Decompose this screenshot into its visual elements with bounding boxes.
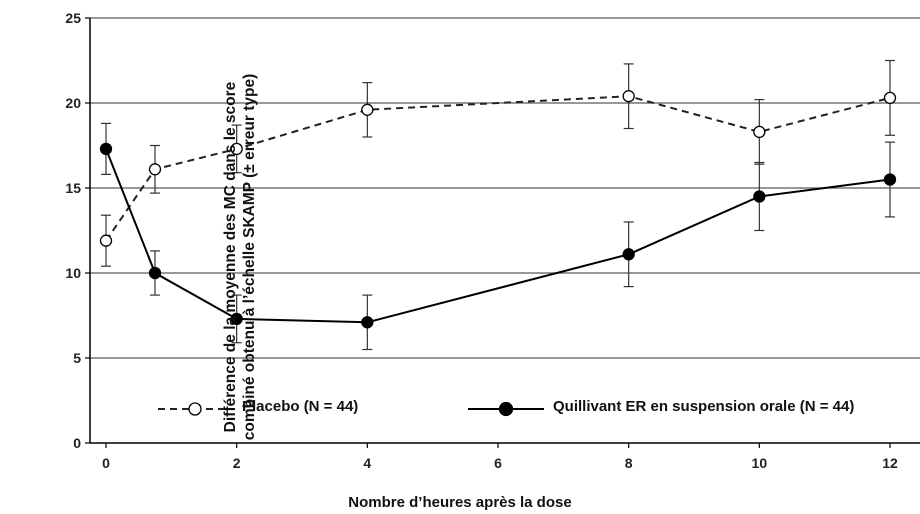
data-point-0-1 [148, 163, 162, 176]
y-tick-label-10: 10 [65, 265, 81, 281]
legend-marker-placebo [188, 402, 202, 416]
ticks: 0 5 10 15 20 25 0 2 4 6 8 10 12 [65, 10, 898, 471]
y-tick-label-5: 5 [73, 350, 81, 366]
legend-marker-quillivant [498, 401, 514, 417]
data-point-1-4 [622, 248, 635, 261]
legend-marks [158, 401, 544, 417]
x-tick-label-4: 4 [363, 455, 371, 471]
data-point-1-3 [361, 316, 374, 329]
y-tick-label-0: 0 [73, 435, 81, 451]
y-tick-label-25: 25 [65, 10, 81, 26]
data-point-1-2 [230, 312, 243, 326]
x-tick-label-6: 6 [494, 455, 502, 471]
data-point-0-5 [753, 125, 766, 139]
data-point-1-1 [148, 266, 162, 280]
x-tick-label-0: 0 [102, 455, 110, 471]
data-point-1-6 [883, 173, 897, 186]
data-point-0-4 [622, 90, 635, 103]
data-point-0-6 [883, 91, 897, 105]
series [99, 59, 897, 351]
series-1 [99, 122, 897, 351]
y-tick-label-15: 15 [65, 180, 81, 196]
x-tick-label-2: 2 [233, 455, 241, 471]
axes [89, 18, 920, 444]
series-0 [99, 59, 897, 267]
legend-label-quillivant: Quillivant ER en suspension orale (N = 4… [553, 398, 855, 415]
y-axis-label-line-1: Différence de la moyenne des MC dans le … [222, 81, 239, 433]
x-tick-label-12: 12 [882, 455, 898, 471]
x-axis-label: Nombre d’heures après la dose [348, 494, 572, 511]
y-axis-label-line-2: combiné obtenu à l’échelle SKAMP (± erre… [241, 73, 258, 441]
data-point-1-5 [753, 190, 766, 203]
x-tick-label-10: 10 [752, 455, 768, 471]
data-point-0-2 [230, 142, 243, 156]
data-point-0-0 [99, 234, 113, 247]
data-point-1-0 [99, 142, 113, 156]
data-point-0-3 [361, 103, 374, 116]
y-tick-label-20: 20 [65, 95, 81, 111]
grid [90, 17, 920, 359]
legend-label-placebo: Placebo (N = 44) [242, 398, 359, 415]
x-tick-label-8: 8 [625, 455, 633, 471]
